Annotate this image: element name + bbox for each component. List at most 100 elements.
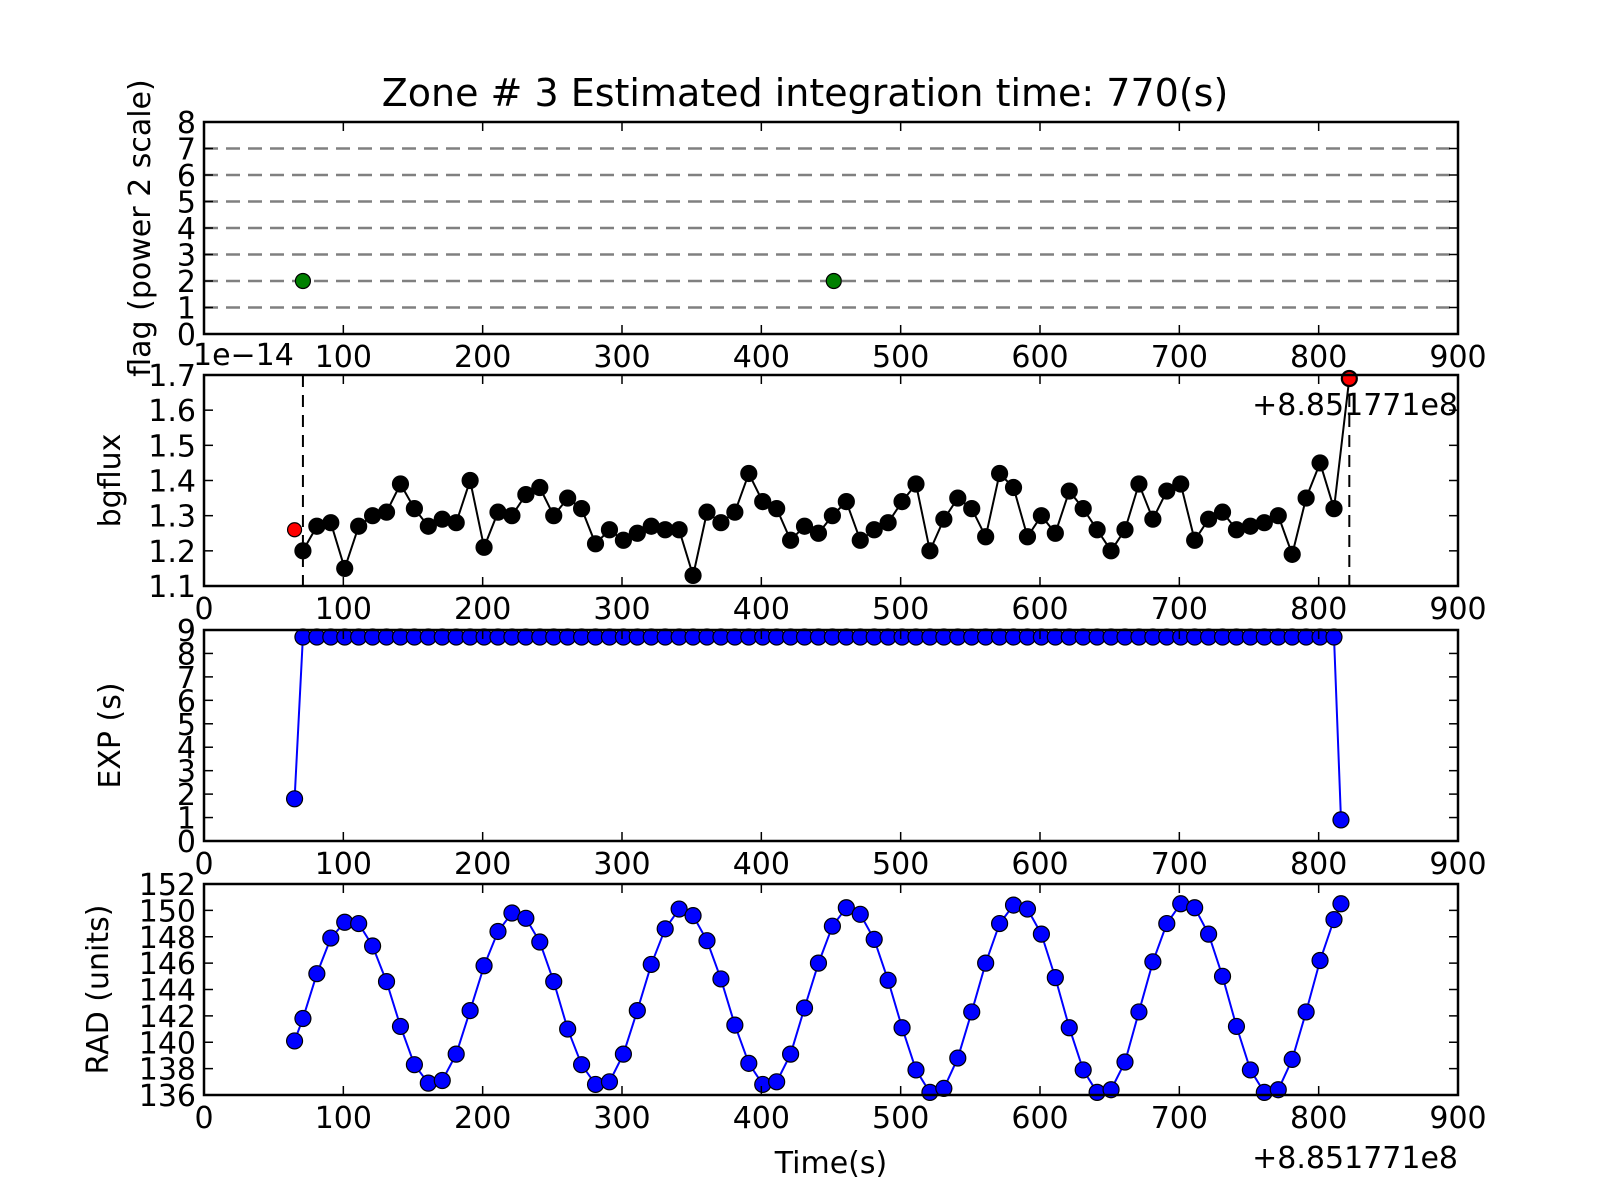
bgflux-point <box>1172 475 1190 493</box>
y-tick-label: 1.4 <box>148 465 196 500</box>
series-line <box>293 902 1342 1094</box>
y-tick-label: 138 <box>139 1053 196 1088</box>
rad-point <box>405 1056 423 1074</box>
bgflux-point <box>851 531 869 549</box>
bgflux-point <box>1074 500 1092 518</box>
y-tick-label: 1.6 <box>148 394 196 429</box>
rad-point <box>391 1017 410 1036</box>
bgflux-point <box>1116 521 1134 539</box>
x-tick-label: 200 <box>454 592 511 627</box>
rad-point <box>768 1073 786 1091</box>
x-tick-label: 800 <box>1290 847 1347 882</box>
rad-point <box>1186 899 1204 917</box>
y-tick-label: 1 <box>177 802 196 837</box>
bgflux-point <box>1269 507 1287 525</box>
x-tick-label: 100 <box>315 847 372 882</box>
x-tick-label: 600 <box>1011 592 1068 627</box>
x-tick-label: 900 <box>1429 847 1486 882</box>
bgflux-point <box>963 500 981 518</box>
exp-point <box>285 790 304 808</box>
rad-point <box>1032 925 1050 943</box>
rad-point <box>531 933 549 951</box>
bgflux-point <box>447 514 465 532</box>
rad-point <box>1283 1050 1301 1068</box>
bgflux-point <box>572 500 591 518</box>
rad-point <box>809 954 828 972</box>
subplot-2: 0 100 200 300 400 500 600 700 800 900 1.11.21.31.4… <box>93 338 1487 627</box>
y-tick-label: 152 <box>139 868 196 903</box>
y-axis-label: flag (power 2 scale) <box>123 79 158 376</box>
x-tick-label: 400 <box>733 1101 790 1136</box>
x-tick-label: 500 <box>872 847 929 882</box>
rad-point <box>433 1071 451 1090</box>
x-axis-label: Time(s) <box>774 1146 887 1181</box>
rad-point <box>907 1061 925 1079</box>
rad-point <box>1046 969 1064 987</box>
x-tick-label: 100 <box>315 1101 372 1136</box>
bgflux-point <box>586 535 605 553</box>
rad-point <box>1311 951 1329 970</box>
x-tick-label: 800 <box>1290 1101 1347 1136</box>
y-tick-label: 7 <box>177 661 196 696</box>
y-tick-label: 1 <box>177 292 196 327</box>
bgflux-point <box>698 503 716 521</box>
bgflux-point <box>1144 510 1162 528</box>
y-tick-label: 2 <box>177 265 196 300</box>
rad-point <box>740 1054 758 1072</box>
flag-point <box>294 272 312 290</box>
rad-point <box>1255 1083 1273 1101</box>
x-tick-label: 500 <box>872 340 929 375</box>
bgflux-point <box>921 542 939 560</box>
bgflux-point <box>712 514 730 532</box>
exp-point <box>1325 628 1343 646</box>
x-offset-label: +8.851771e8 <box>1252 388 1458 423</box>
bgflux-point <box>1297 489 1315 507</box>
flag-point <box>825 272 842 290</box>
x-tick-label: 0 <box>194 847 213 882</box>
rad-point <box>294 1009 312 1028</box>
x-tick-label: 500 <box>872 1101 929 1136</box>
y-tick-label: 8 <box>177 637 196 672</box>
subplot-3: 0 100 200 300 400 500 600 700 800 9000123456789EX… <box>93 614 1487 882</box>
bgflux-point <box>977 528 995 546</box>
figure-title: Zone # 3 Estimated integration time: 770… <box>382 71 1229 115</box>
bgflux-point <box>684 566 702 585</box>
bgflux-point <box>781 531 800 549</box>
rad-point <box>586 1075 605 1094</box>
rad-point <box>419 1074 437 1092</box>
bgflux-point <box>350 517 368 535</box>
y-tick-label: 136 <box>139 1079 196 1114</box>
rad-point <box>628 1001 646 1020</box>
bgflux-point <box>949 489 967 507</box>
bgflux-point <box>795 517 814 535</box>
bgflux-point <box>1088 521 1106 539</box>
bgflux-point <box>391 475 410 493</box>
x-tick-label: 700 <box>1151 340 1208 375</box>
rad-point <box>377 972 396 991</box>
rad-point <box>1144 953 1162 971</box>
y-tick-label: 146 <box>139 947 196 982</box>
x-tick-label: 800 <box>1290 592 1347 627</box>
rad-point <box>893 1019 911 1037</box>
bgflux-point <box>823 507 841 525</box>
x-tick-label: 100 <box>315 340 372 375</box>
rad-point <box>1297 1003 1315 1021</box>
bgflux-point <box>907 475 925 493</box>
x-tick-label: 300 <box>593 340 650 375</box>
x-tick-label: 400 <box>733 592 790 627</box>
rad-point <box>1102 1081 1120 1099</box>
bgflux-point <box>419 517 437 535</box>
y-tick-label: 4 <box>177 731 196 766</box>
subplot-4: 0 100 200 300 400 500 600 700 800 900 136138140142… <box>81 868 1487 1181</box>
bgflux-point <box>754 493 772 511</box>
rad-point <box>1074 1061 1092 1079</box>
y-tick-label: 1.1 <box>148 570 196 605</box>
rad-point <box>1241 1061 1259 1079</box>
rad-point <box>489 922 507 941</box>
rad-point <box>350 914 368 933</box>
bgflux-point <box>935 510 953 528</box>
x-tick-label: 900 <box>1429 1101 1486 1136</box>
bgflux-point <box>893 493 911 511</box>
rad-point <box>363 937 382 955</box>
